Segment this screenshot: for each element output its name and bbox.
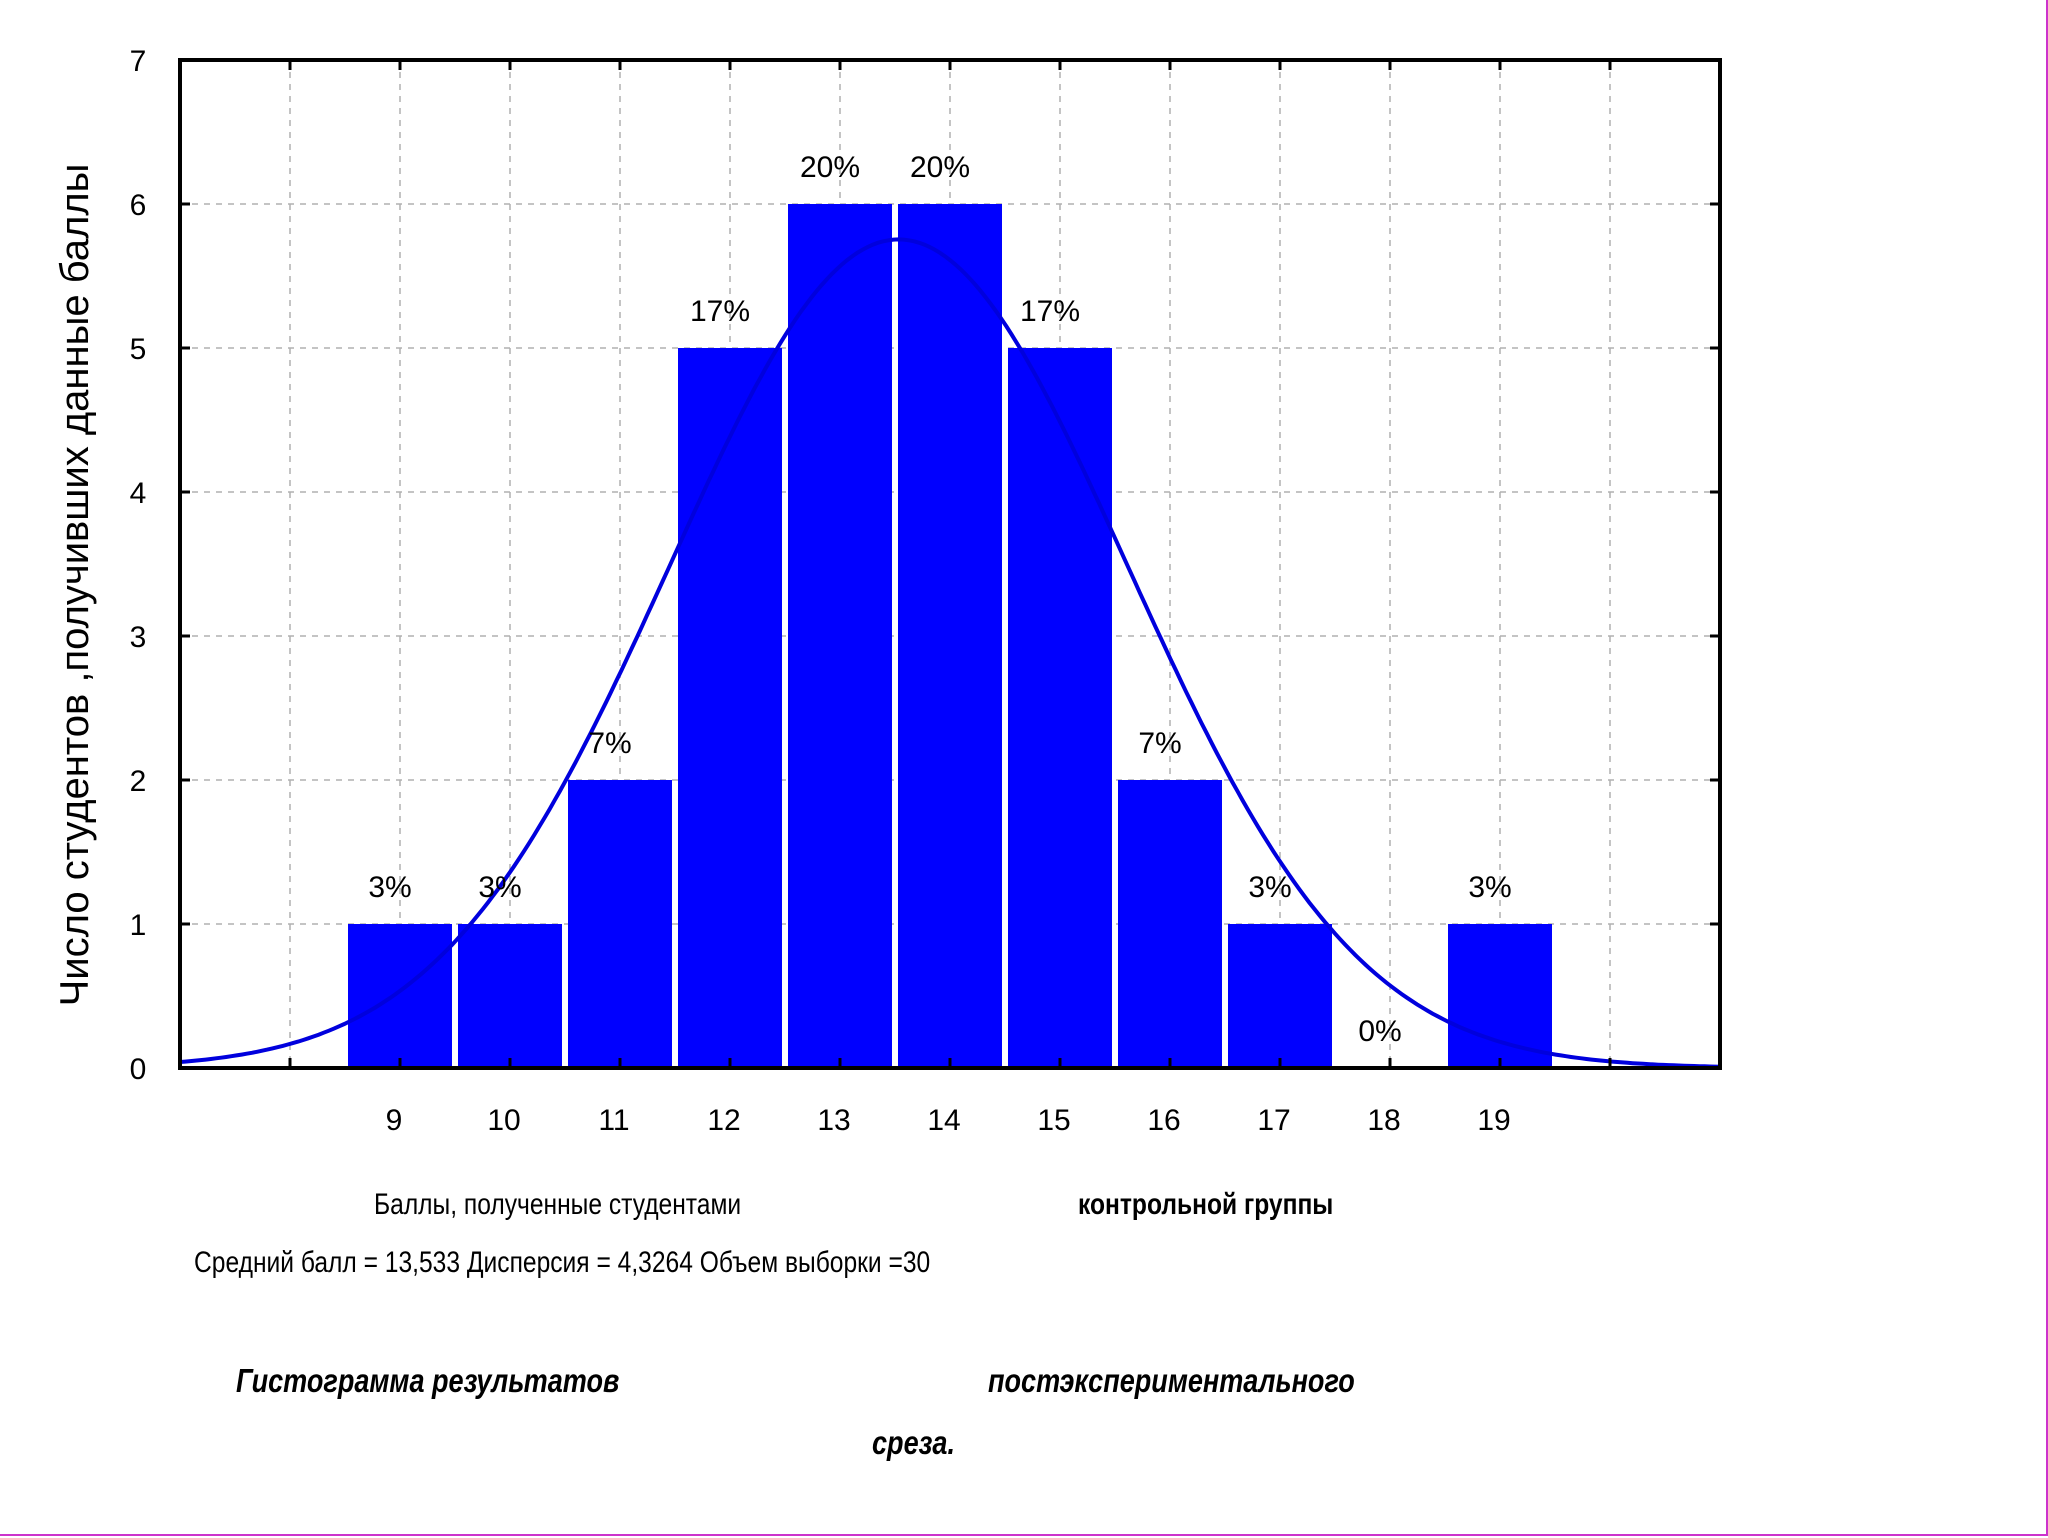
- y-axis-ticks: 0 1 2 3 4 5 6 7: [130, 45, 1720, 1086]
- x-tick-label: 12: [707, 1104, 740, 1137]
- x-tick-label: 9: [386, 1104, 403, 1137]
- bar-19: [1448, 924, 1552, 1068]
- figure-title-right: постэкспериментального: [988, 1362, 1355, 1399]
- bar-labels: 3% 3% 7% 17% 20% 20% 17% 7% 3% 0% 3%: [368, 151, 1511, 1048]
- bar-17: [1228, 924, 1332, 1068]
- bar-11: [568, 780, 672, 1068]
- bar-label: 17%: [690, 295, 750, 328]
- bar-15: [1008, 348, 1112, 1068]
- bar-label: 3%: [1248, 871, 1291, 904]
- x-tick-label: 18: [1367, 1104, 1400, 1137]
- x-tick-label: 11: [598, 1104, 629, 1137]
- stats-line: Средний балл = 13,533 Дисперсия = 4,3264…: [194, 1246, 931, 1279]
- y-tick-label: 7: [130, 45, 147, 78]
- x-tick-label: 19: [1477, 1104, 1510, 1137]
- bar-13: [788, 204, 892, 1068]
- bar-label: 20%: [800, 151, 860, 184]
- page-border-bottom: [0, 1534, 2048, 1536]
- x-tick-label: 10: [487, 1104, 520, 1137]
- bar-14: [898, 204, 1002, 1068]
- bar-label: 7%: [1138, 727, 1181, 760]
- x-tick-label: 14: [927, 1104, 960, 1137]
- y-tick-label: 6: [130, 189, 147, 222]
- y-tick-label: 5: [130, 333, 147, 366]
- y-axis-label: Число студентов ,получивших данные баллы: [53, 164, 97, 1007]
- bar-label: 0%: [1358, 1015, 1401, 1048]
- bar-label: 3%: [368, 871, 411, 904]
- bar-9: [348, 924, 452, 1068]
- x-axis-ticks: 9 10 11 12 13 14 15 16 17 18 19: [288, 60, 1612, 1137]
- bar-label: 3%: [1468, 871, 1511, 904]
- bars: [348, 204, 1552, 1068]
- x-tick-label: 13: [817, 1104, 850, 1137]
- bar-12: [678, 348, 782, 1068]
- bar-label: 17%: [1020, 295, 1080, 328]
- bar-label: 7%: [588, 727, 631, 760]
- bar-label: 3%: [478, 871, 521, 904]
- y-tick-label: 3: [130, 621, 147, 654]
- figure-title-left: Гистограмма результатов: [236, 1362, 620, 1399]
- figure-title-end: среза.: [872, 1424, 956, 1461]
- y-tick-label: 1: [130, 909, 147, 942]
- page-border-right: [2046, 0, 2048, 1536]
- y-tick-label: 2: [130, 765, 147, 798]
- y-tick-label: 4: [130, 477, 147, 510]
- normal-curve: [179, 237, 1721, 1069]
- y-tick-label: 0: [130, 1053, 147, 1086]
- bar-label: 20%: [910, 151, 970, 184]
- bar-16: [1118, 780, 1222, 1068]
- x-axis-label-suffix: контрольной группы: [1078, 1188, 1334, 1221]
- bar-10: [458, 924, 562, 1068]
- x-tick-label: 16: [1147, 1104, 1180, 1137]
- x-tick-label: 15: [1037, 1104, 1070, 1137]
- x-tick-label: 17: [1257, 1104, 1290, 1137]
- x-axis-label: Баллы, полученные студентами: [374, 1188, 742, 1221]
